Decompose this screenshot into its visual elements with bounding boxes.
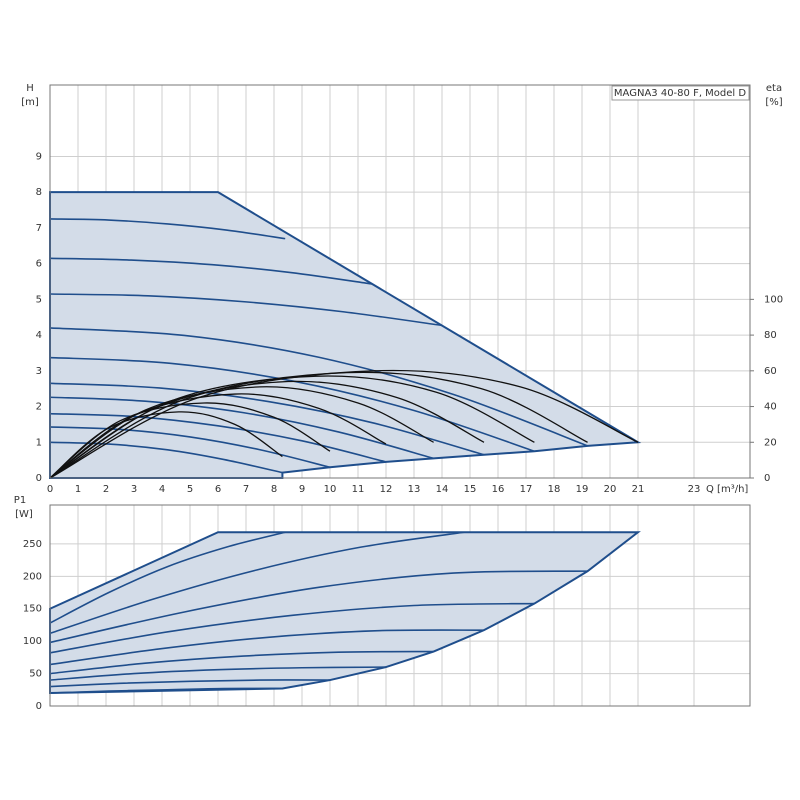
curve [49, 327, 588, 447]
y-tick-label: 0 [36, 701, 42, 712]
annotation-box [611, 85, 750, 101]
y2-tick-label: 0 [764, 473, 770, 484]
curve [49, 531, 286, 624]
y-tick-label: 6 [36, 259, 42, 270]
y-tick-label: 250 [23, 539, 42, 550]
x-tick-label: 3 [131, 484, 137, 495]
y-tick-label: 150 [23, 604, 42, 615]
x-tick-label: 13 [408, 484, 421, 495]
x-tick-label: 21 [632, 484, 645, 495]
y2-unit: [%] [765, 97, 782, 108]
x-tick-label: 15 [464, 484, 477, 495]
y-tick-label: 4 [36, 330, 42, 341]
frame-bottom [49, 504, 751, 707]
y-tick-label: 200 [23, 571, 42, 582]
x-tick-label: 14 [436, 484, 449, 495]
x-tick-label: 6 [215, 484, 221, 495]
curve [49, 441, 283, 474]
y-label: P1 [14, 495, 26, 506]
x-tick-label: 7 [243, 484, 249, 495]
y2-tick-label: 100 [764, 294, 783, 305]
y-tick-label: 0 [36, 473, 42, 484]
efficiency-curve [49, 411, 283, 479]
x-tick-label: 17 [520, 484, 533, 495]
x-tick-label: 20 [604, 484, 617, 495]
curve [49, 666, 387, 681]
curve [49, 412, 387, 463]
efficiency-curve [49, 375, 535, 479]
curve [49, 293, 443, 327]
x-tick-label: 10 [324, 484, 337, 495]
curve [49, 602, 535, 654]
y-tick-label: 50 [29, 669, 42, 680]
y2-tick-label: 40 [764, 402, 777, 413]
x-tick-label: 19 [576, 484, 589, 495]
x-label: Q [m³/h] [706, 484, 748, 495]
y-tick-label: 9 [36, 151, 42, 162]
annotation: MAGNA3 40-80 F, Model D [614, 88, 746, 99]
curve [49, 531, 465, 635]
curve [49, 218, 286, 240]
y2-label: eta [766, 83, 782, 94]
x-tick-label: 12 [380, 484, 393, 495]
y2-tick-label: 60 [764, 366, 777, 377]
x-tick-label: 1 [75, 484, 81, 495]
curve [49, 426, 331, 469]
y-tick-label: 1 [36, 437, 42, 448]
x-tick-label: 2 [103, 484, 109, 495]
curve [49, 396, 434, 460]
y-unit: [W] [15, 509, 33, 520]
efficiency-curve [49, 369, 639, 479]
frame-top [49, 84, 751, 479]
curve [49, 687, 283, 694]
efficiency-curve [49, 386, 434, 479]
y-label: H [26, 83, 34, 94]
curve [49, 382, 485, 456]
y-tick-label: 3 [36, 366, 42, 377]
x-tick-label: 4 [159, 484, 165, 495]
efficiency-curve [49, 393, 387, 479]
y-tick-label: 100 [23, 636, 42, 647]
y-tick-label: 5 [36, 294, 42, 305]
y-tick-label: 2 [36, 402, 42, 413]
curve [49, 679, 331, 688]
x-tick-label: 9 [299, 484, 305, 495]
y-tick-label: 7 [36, 223, 42, 234]
x-tick-label: 5 [187, 484, 193, 495]
y-unit: [m] [21, 97, 39, 108]
x-tick-label: 23 [688, 484, 701, 495]
curve [49, 629, 485, 666]
curve [49, 570, 588, 644]
x-tick-label: 18 [548, 484, 561, 495]
y2-tick-label: 80 [764, 330, 777, 341]
x-tick-label: 8 [271, 484, 277, 495]
curve [49, 650, 434, 675]
y2-tick-label: 20 [764, 437, 777, 448]
x-tick-label: 0 [47, 484, 53, 495]
x-tick-label: 16 [492, 484, 505, 495]
efficiency-curve [49, 402, 331, 479]
x-tick-label: 11 [352, 484, 365, 495]
layer [49, 85, 750, 707]
curve [49, 257, 373, 285]
y-tick-label: 8 [36, 187, 42, 198]
